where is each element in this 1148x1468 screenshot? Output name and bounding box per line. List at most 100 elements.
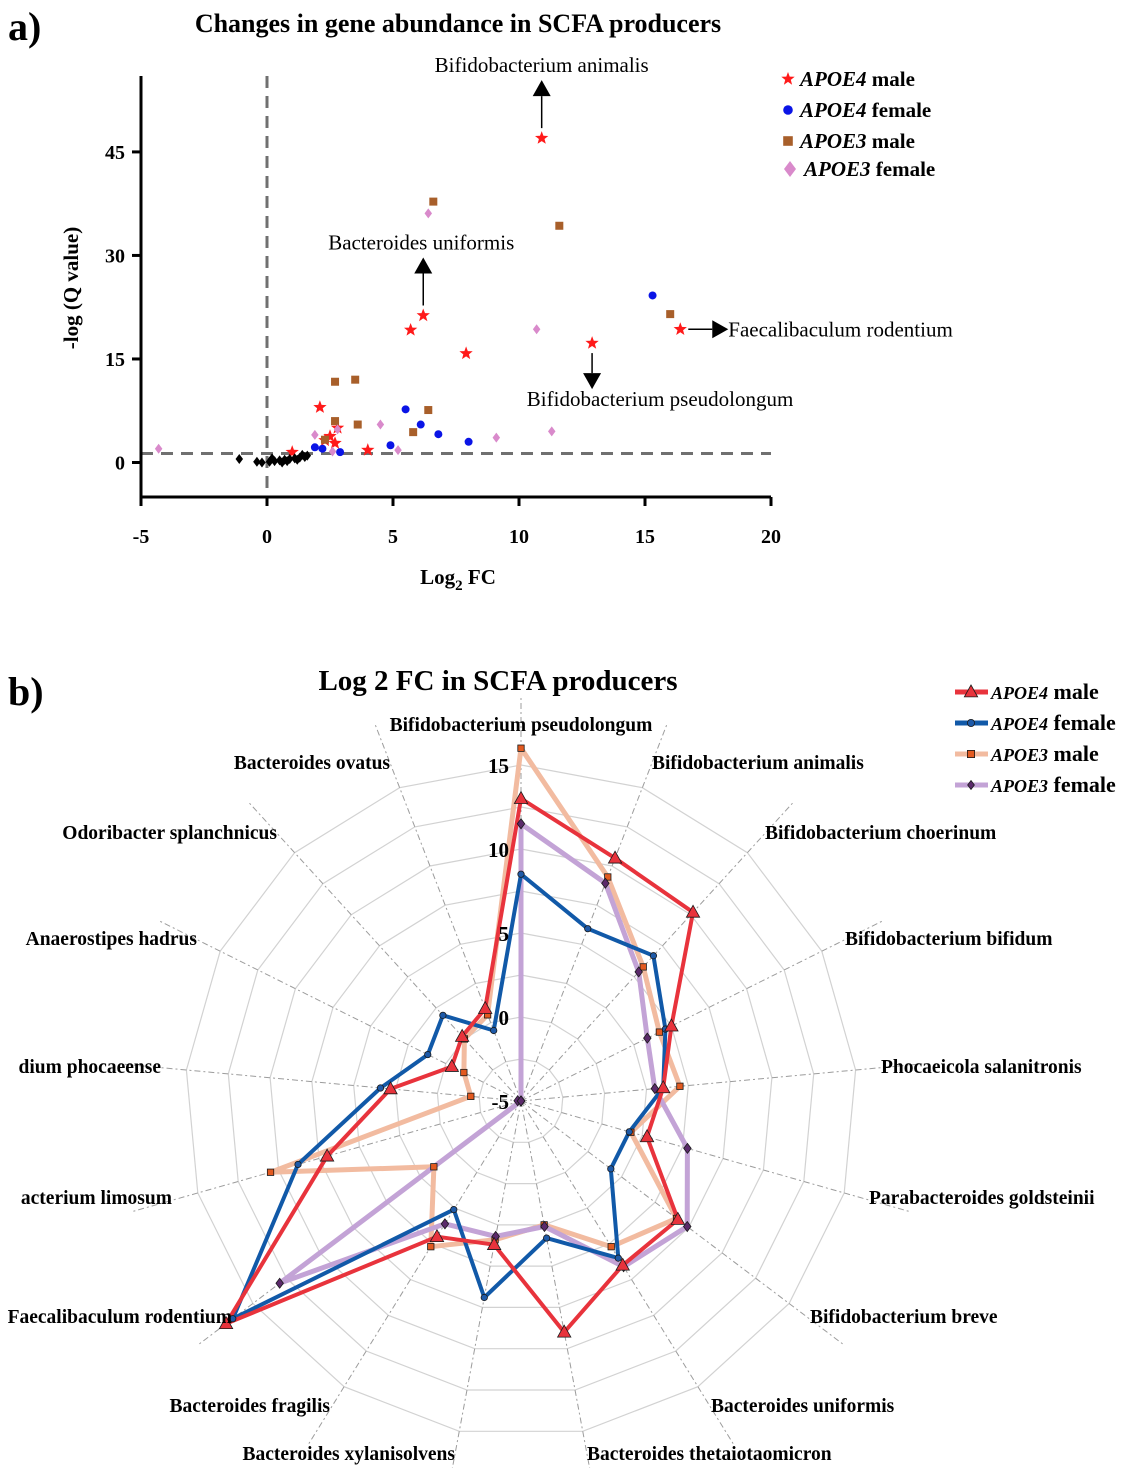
y-tick-label: 30	[105, 245, 125, 267]
radar-category-label: Bacteroides xylanisolvens	[242, 1444, 455, 1465]
radar-point-series-0	[429, 1228, 445, 1242]
legend-marker	[967, 750, 976, 759]
radar-point-series-1	[229, 1315, 237, 1323]
legend-label: APOE4 male	[798, 67, 915, 91]
scatter-point-series-2	[331, 417, 340, 426]
radar-point-series-2	[607, 1243, 615, 1251]
radar-point-series-3	[683, 1142, 692, 1155]
radar-grid-ring	[436, 1016, 606, 1185]
radar-point-series-1	[376, 1084, 385, 1092]
y-tick-label: 45	[105, 142, 125, 164]
scatter-point-series-0	[361, 443, 375, 456]
legend-label: APOE3 female	[990, 772, 1116, 797]
radar-point-series-1	[607, 1165, 615, 1173]
y-axis-label: -log (Q value)	[59, 227, 83, 349]
radar-spoke	[520, 919, 885, 1102]
legend-marker	[783, 105, 793, 115]
radar-point-series-1	[294, 1160, 302, 1169]
legend-item: APOE4 female	[955, 710, 1116, 735]
radar-point-series-1	[614, 1254, 622, 1262]
radar-point-series-0	[454, 1028, 470, 1042]
scatter-point-series-0	[313, 400, 327, 413]
scatter-point-series-3	[333, 424, 342, 435]
radar-category-labels: Bifidobacterium pseudolongum Bifidobacter…	[8, 715, 1096, 1465]
panel-a-label: a)	[8, 4, 41, 49]
radar-point-series-3	[440, 1218, 450, 1230]
radar-category-label: Bacteroides thetaiotaomicron	[587, 1444, 832, 1465]
panel-b-label: b)	[8, 669, 44, 714]
scatter-point-series-0	[535, 131, 549, 144]
legend-label: APOE4 female	[798, 98, 931, 122]
x-tick-label: -5	[133, 526, 150, 548]
radar-point-series-1	[649, 952, 658, 960]
radar-point-series-3	[650, 1082, 660, 1095]
radar-series-line-1	[230, 872, 668, 1321]
radar-category-label: Bifidobacterium pseudolongum	[390, 715, 653, 736]
radar-point-series-0	[655, 1080, 671, 1094]
scatter-point-series-3	[328, 446, 337, 457]
radar-point-series-3	[643, 1032, 652, 1044]
radar-point-series-3	[682, 1220, 692, 1233]
scatter-point-series-2	[409, 428, 418, 437]
y-tick-label: 15	[105, 349, 125, 371]
radar-point-series-0	[615, 1257, 631, 1271]
radar-tick-label: 5	[499, 922, 510, 946]
radar-spoke	[520, 1100, 846, 1347]
radar-point-series-1	[450, 1205, 458, 1214]
radar-spoke	[520, 722, 669, 1102]
radar-point-series-2	[427, 1243, 435, 1251]
scatter-point-series-3	[311, 429, 319, 440]
x-tick-label: 5	[388, 526, 398, 548]
radar-spoke	[520, 1100, 591, 1468]
radar-grid-ring	[311, 890, 731, 1308]
radar-point-series-0	[664, 1018, 679, 1032]
legend-item: APOE4 male	[781, 67, 915, 91]
radar-point-series-3	[516, 1095, 526, 1107]
arrow-down-icon	[583, 373, 602, 390]
scatter-point-series-1	[386, 441, 395, 450]
x-tick-label: 15	[635, 526, 655, 548]
radar-tick-label: 10	[488, 838, 509, 862]
radar-category-label: Bacteroides uniformis	[711, 1396, 895, 1417]
radar-point-series-1	[424, 1050, 432, 1059]
scatter-point-series-1	[434, 430, 443, 439]
legend-label: APOE3 male	[798, 129, 915, 153]
radar-point-series-2	[655, 1028, 663, 1036]
radar-grid	[185, 764, 857, 1432]
radar-point-series-2	[639, 963, 647, 971]
scatter-legend: APOE4 male APOE4 female APOE3 male APOE3 fe…	[781, 67, 935, 181]
radar-point-series-2	[676, 1082, 684, 1090]
radar-series-line-0	[224, 796, 695, 1335]
radar-point-series-3	[601, 877, 610, 889]
radar-title: Log 2 FC in SCFA producers	[318, 665, 677, 697]
legend-label: APOE4 female	[990, 710, 1116, 735]
radar-spoke	[116, 1063, 522, 1102]
radar-grid-ring	[227, 806, 815, 1391]
radar-series	[218, 744, 701, 1338]
scatter-point-series-1	[648, 291, 657, 300]
scatter-point-series-4	[253, 456, 261, 467]
scatter-point-series-4	[268, 453, 276, 464]
scatter-point-series-4	[235, 454, 244, 465]
scatter-point-series-0	[328, 436, 342, 449]
radar-point-series-0	[383, 1081, 398, 1095]
legend-marker	[784, 161, 796, 177]
scatter-point-series-3	[548, 426, 556, 437]
scatter-annotations: Bifidobacterium animalis Bacteroides unif…	[328, 53, 953, 411]
radar-point-series-0	[218, 1315, 234, 1330]
scatter-point-series-0	[673, 322, 687, 335]
annotation-text: Bacteroides uniformis	[328, 230, 514, 254]
scatter-point-series-3	[376, 419, 385, 430]
scatter-point-series-2	[351, 375, 360, 384]
scatter-point-series-3	[492, 432, 501, 443]
legend-item: APOE3 female	[955, 772, 1116, 797]
arrow-up-icon	[532, 80, 551, 97]
radar-point-series-0	[486, 1236, 502, 1250]
radar-spoke	[520, 1063, 926, 1102]
radar-spoke	[157, 919, 522, 1102]
scatter-point-series-1	[310, 443, 319, 452]
radar-category-label: dium phocaeense	[19, 1057, 162, 1078]
radar-category-label: Bacteroides ovatus	[234, 753, 391, 774]
legend-label: APOE3 male	[990, 741, 1099, 766]
